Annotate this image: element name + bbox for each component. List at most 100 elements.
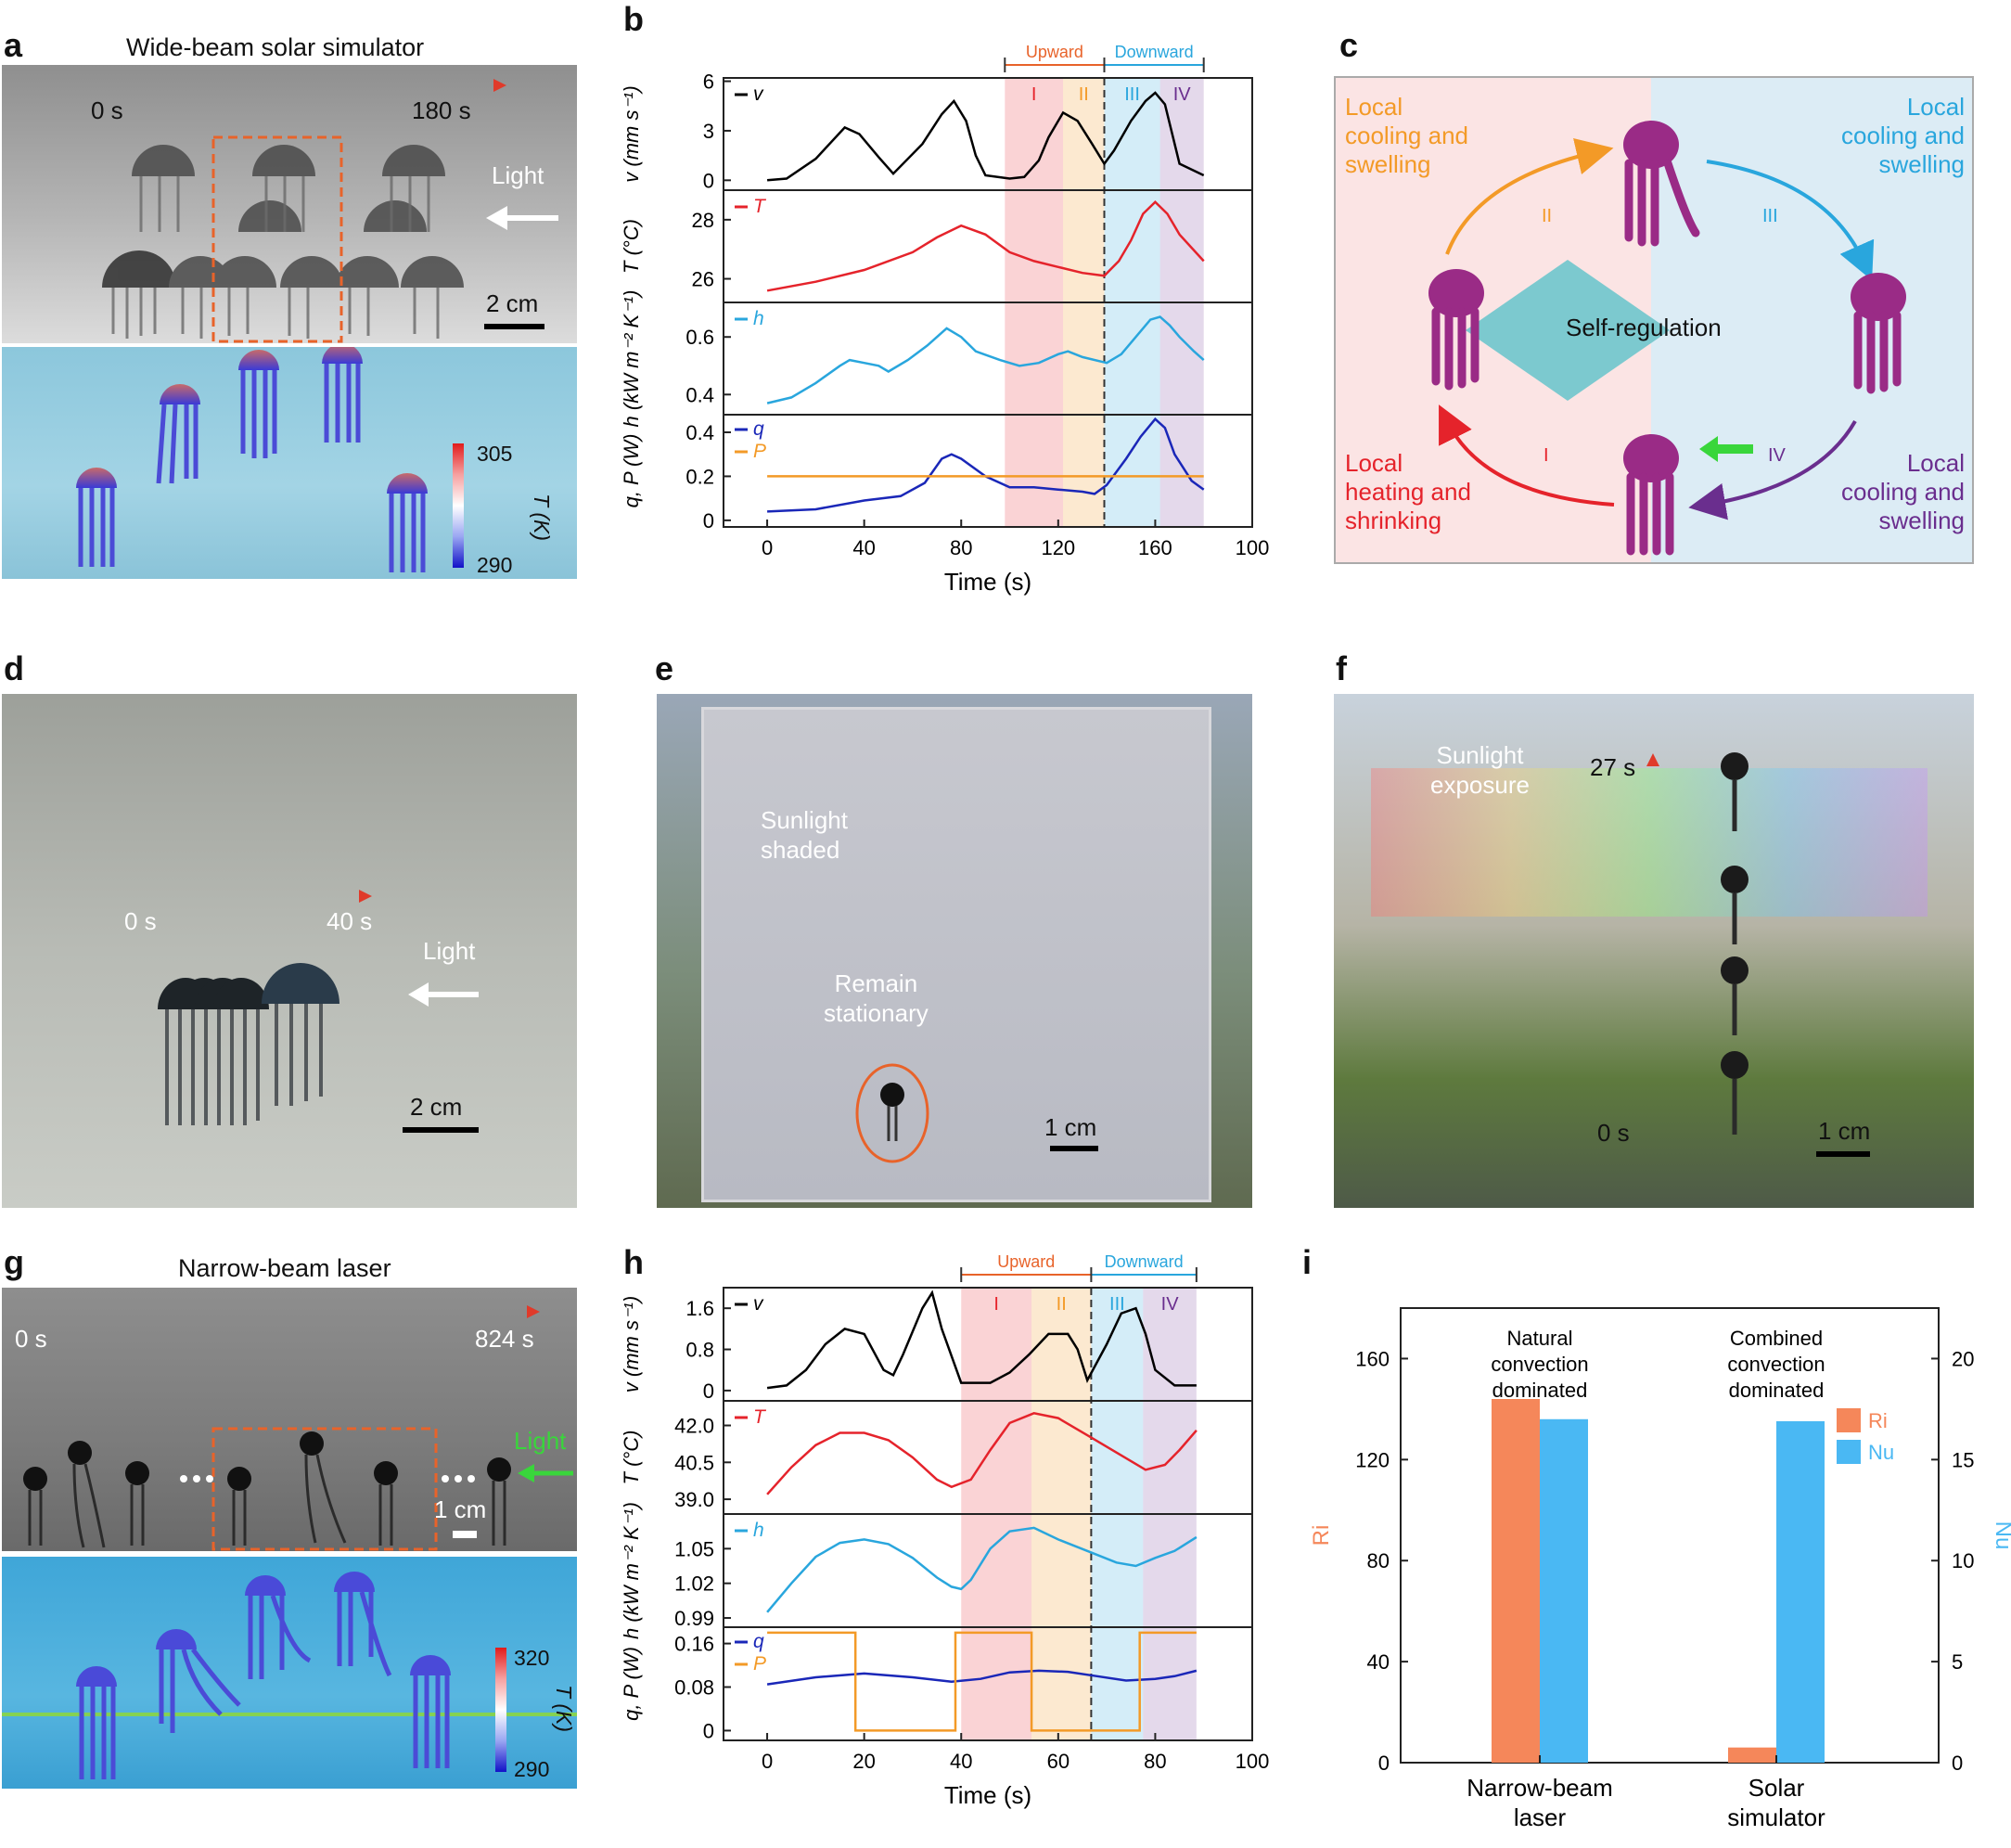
y-axis-label: T (°C) <box>620 1431 643 1485</box>
bar-annotation: dominated <box>1729 1379 1825 1402</box>
bar-annotation: convection <box>1727 1353 1825 1376</box>
y-tick-label: 39.0 <box>674 1488 714 1511</box>
panel-d-time-end: 40 s <box>327 907 373 935</box>
legend-label-P: P <box>753 1653 766 1675</box>
panel-c-diagram: Self-regulation Local cooling and swelling… <box>1334 76 1974 564</box>
legend-label: h <box>753 1520 764 1541</box>
panel-g-colorbar-bottom: 290 <box>514 1757 550 1781</box>
x-tick-label: 80 <box>1144 1750 1166 1773</box>
phase-label-II: II <box>1057 1294 1067 1315</box>
panel-e-sunlight-note: Sunlight shaded <box>761 806 848 864</box>
self-regulation-cycle <box>1428 121 1906 556</box>
x-tick-label: 60 <box>1047 1750 1070 1773</box>
downward-label: Downward <box>1115 43 1194 61</box>
panel-a-title: Wide-beam solar simulator <box>126 33 425 61</box>
bar-Nu <box>1540 1418 1588 1763</box>
panel-e-scale-label: 1 cm <box>1044 1113 1097 1141</box>
y-axis-label: h (kW m⁻² K⁻¹) <box>620 290 643 428</box>
panel-d-photo: 0 s 40 s Light 2 cm <box>2 694 577 1208</box>
panel-a-time-start: 0 s <box>91 96 123 124</box>
y-tick-label: 1.02 <box>674 1572 714 1596</box>
y-left-tick-label: 0 <box>1378 1752 1390 1775</box>
bar-annotation: dominated <box>1492 1379 1588 1402</box>
y-axis-label: v (mm s⁻¹) <box>620 1296 643 1392</box>
panel-f-scale-label: 1 cm <box>1818 1117 1871 1145</box>
x-tick-label: Solar <box>1748 1774 1805 1802</box>
legend-label: v <box>753 1293 764 1315</box>
y-tick-label: 1.05 <box>674 1537 714 1560</box>
y-left-tick-label: 120 <box>1355 1448 1390 1471</box>
legend-label-Ri: Ri <box>1868 1409 1888 1432</box>
bar-annotation: Combined <box>1730 1327 1823 1350</box>
y-right-tick-label: 5 <box>1952 1650 1963 1674</box>
x-axis-label: Time (s) <box>944 1781 1031 1809</box>
panel-label-g: g <box>4 1243 24 1281</box>
panel-label-i: i <box>1302 1243 1313 1281</box>
arrow-label-II: II <box>1542 206 1553 226</box>
y-tick-label: 0.2 <box>685 465 714 488</box>
x-tick-label: 100 <box>1236 536 1270 559</box>
panel-f-photo: Sunlight exposure 27 s 0 s 1 cm <box>1334 694 1974 1208</box>
panel-a-colorbar <box>453 443 464 568</box>
y-axis-label: v (mm s⁻¹) <box>620 85 643 182</box>
y-right-tick-label: 20 <box>1952 1347 1974 1370</box>
panel-g-colorbar <box>495 1648 506 1772</box>
y-tick-label: 0 <box>703 1719 714 1742</box>
panel-g-time-end: 824 s <box>475 1325 534 1353</box>
x-tick-label: 0 <box>762 1750 773 1773</box>
y-left-tick-label: 160 <box>1355 1347 1390 1370</box>
y-tick-label: 0.08 <box>674 1676 714 1700</box>
y-tick-label: 0.6 <box>685 326 714 349</box>
bar-Nu <box>1776 1420 1825 1763</box>
y-tick-label: 1.6 <box>685 1297 714 1320</box>
y-right-axis-label: Nu <box>1991 1521 2011 1550</box>
x-tick-label: laser <box>1514 1803 1567 1831</box>
phase-label-I: I <box>1031 84 1037 105</box>
legend-swatch-Nu <box>1837 1440 1861 1464</box>
panel-a-time-end: 180 s <box>412 96 471 124</box>
phase-label-III: III <box>1109 1294 1125 1315</box>
panel-g-jellyfish <box>13 1305 573 1551</box>
x-tick-label: 80 <box>950 536 972 559</box>
bar-Ri <box>1728 1747 1776 1763</box>
series-h-line <box>766 315 1205 404</box>
legend-label-P: P <box>753 441 766 462</box>
series-h-line <box>766 1526 1198 1613</box>
label-bottom-left: Local heating and shrinking <box>1345 449 1471 534</box>
x-tick-label: 160 <box>1138 536 1172 559</box>
panel-g-sim-jellyfish <box>2 1572 577 1779</box>
phase-label-II: II <box>1079 84 1089 105</box>
panel-a-simulation: 305 290 T (K) <box>2 347 577 579</box>
panel-e-marks <box>855 1063 1098 1163</box>
jellyfish-right <box>1851 273 1906 394</box>
legend-label: h <box>753 308 764 329</box>
self-regulation-label: Self-regulation <box>1566 314 1722 341</box>
legend-label: T <box>753 196 767 217</box>
water-tank <box>701 707 1211 1202</box>
y-axis-label: q, P (W) <box>620 1647 643 1721</box>
phase-label-III: III <box>1124 84 1140 105</box>
y-axis-label: h (kW m⁻² K⁻¹) <box>620 1502 643 1639</box>
panel-g-simulation: 320 290 T (K) <box>2 1557 577 1789</box>
y-right-tick-label: 0 <box>1952 1752 1963 1775</box>
x-axis-label: Time (s) <box>944 568 1031 596</box>
panel-f-marks <box>1646 752 1870 1157</box>
panel-a-colorbar-top: 305 <box>477 442 513 466</box>
y-tick-label: 0.16 <box>674 1633 714 1656</box>
jellyfish-sequence <box>65 79 558 343</box>
plot-frame <box>1400 1307 1940 1764</box>
legend-label-Nu: Nu <box>1868 1441 1894 1464</box>
green-light-arrow-icon <box>1699 436 1753 462</box>
subplot-frame <box>723 1626 1253 1741</box>
phase-label-IV: IV <box>1173 84 1192 105</box>
bar-annotation: convection <box>1491 1353 1588 1376</box>
x-tick-label: 40 <box>852 536 875 559</box>
panel-g-time-start: 0 s <box>15 1325 47 1353</box>
y-tick-label: 0.4 <box>685 421 714 444</box>
panel-d-time-start: 0 s <box>124 907 157 935</box>
y-tick-label: 0.4 <box>685 383 714 406</box>
bar-Ri <box>1492 1399 1540 1763</box>
series-T-line <box>766 199 1205 292</box>
